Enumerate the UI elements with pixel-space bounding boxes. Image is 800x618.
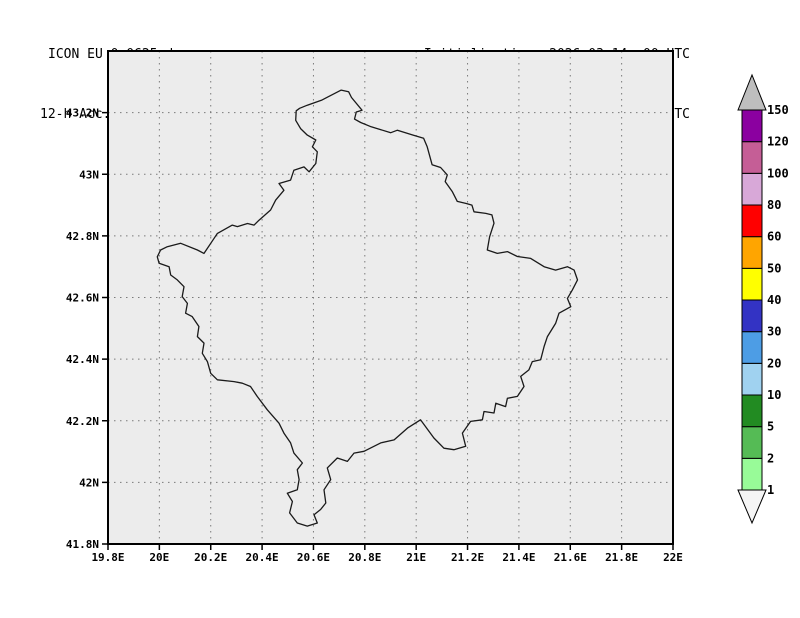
colorbar-segment bbox=[741, 204, 763, 238]
colorbar-level-label: 2 bbox=[767, 451, 774, 465]
y-axis-tick-label: 42.6N bbox=[66, 292, 99, 305]
colorbar-under-arrow bbox=[737, 489, 767, 525]
y-axis-tick-label: 41.8N bbox=[66, 538, 99, 551]
colorbar-segment bbox=[741, 172, 763, 206]
x-axis-tick-label: 20.8E bbox=[348, 551, 381, 564]
colorbar-segment bbox=[741, 299, 763, 333]
colorbar-level-label: 120 bbox=[767, 135, 789, 149]
colorbar-over-arrow bbox=[737, 73, 767, 111]
x-axis-tick-label: 20.2E bbox=[194, 551, 227, 564]
x-axis-tick-label: 22E bbox=[663, 551, 683, 564]
colorbar-level-label: 50 bbox=[767, 261, 781, 275]
colorbar-segment bbox=[741, 267, 763, 301]
country-border-outline bbox=[156, 89, 579, 527]
x-axis-tick-label: 21E bbox=[406, 551, 426, 564]
colorbar-segment bbox=[741, 394, 763, 428]
colorbar-level-label: 100 bbox=[767, 166, 789, 180]
colorbar-level-label: 40 bbox=[767, 293, 781, 307]
y-axis-tick-label: 43.2N bbox=[66, 107, 99, 120]
y-axis-tick-label: 42.8N bbox=[66, 230, 99, 243]
colorbar-segment bbox=[741, 331, 763, 364]
x-axis-tick-label: 20E bbox=[149, 551, 169, 564]
colorbar-level-label: 20 bbox=[767, 356, 781, 370]
y-axis-tick-label: 42N bbox=[79, 476, 99, 489]
colorbar-level-label: 10 bbox=[767, 388, 781, 402]
x-axis-tick-label: 20.4E bbox=[246, 551, 279, 564]
colorbar-segment bbox=[741, 362, 763, 396]
colorbar-level-label: 80 bbox=[767, 198, 781, 212]
x-axis-tick-label: 21.4E bbox=[502, 551, 535, 564]
colorbar-segment bbox=[741, 426, 763, 459]
x-axis-tick-label: 19.8E bbox=[91, 551, 124, 564]
colorbar-level-label: 30 bbox=[767, 325, 781, 339]
x-axis-tick-label: 21.8E bbox=[605, 551, 638, 564]
colorbar-level-label: 60 bbox=[767, 230, 781, 244]
x-axis-tick-label: 21.6E bbox=[554, 551, 587, 564]
colorbar-segment bbox=[741, 141, 763, 174]
colorbar-segment bbox=[741, 457, 763, 491]
y-axis-tick-label: 42.2N bbox=[66, 415, 99, 428]
colorbar-level-label: 150 bbox=[767, 103, 789, 117]
x-axis-tick-label: 20.6E bbox=[297, 551, 330, 564]
y-axis-tick-label: 42.4N bbox=[66, 353, 99, 366]
colorbar-level-label: 5 bbox=[767, 420, 774, 434]
x-axis-tick-label: 21.2E bbox=[451, 551, 484, 564]
colorbar-segment bbox=[741, 109, 763, 143]
colorbar-segment bbox=[741, 236, 763, 269]
y-axis-tick-label: 43N bbox=[79, 168, 99, 181]
colorbar-level-label: 1 bbox=[767, 483, 774, 497]
